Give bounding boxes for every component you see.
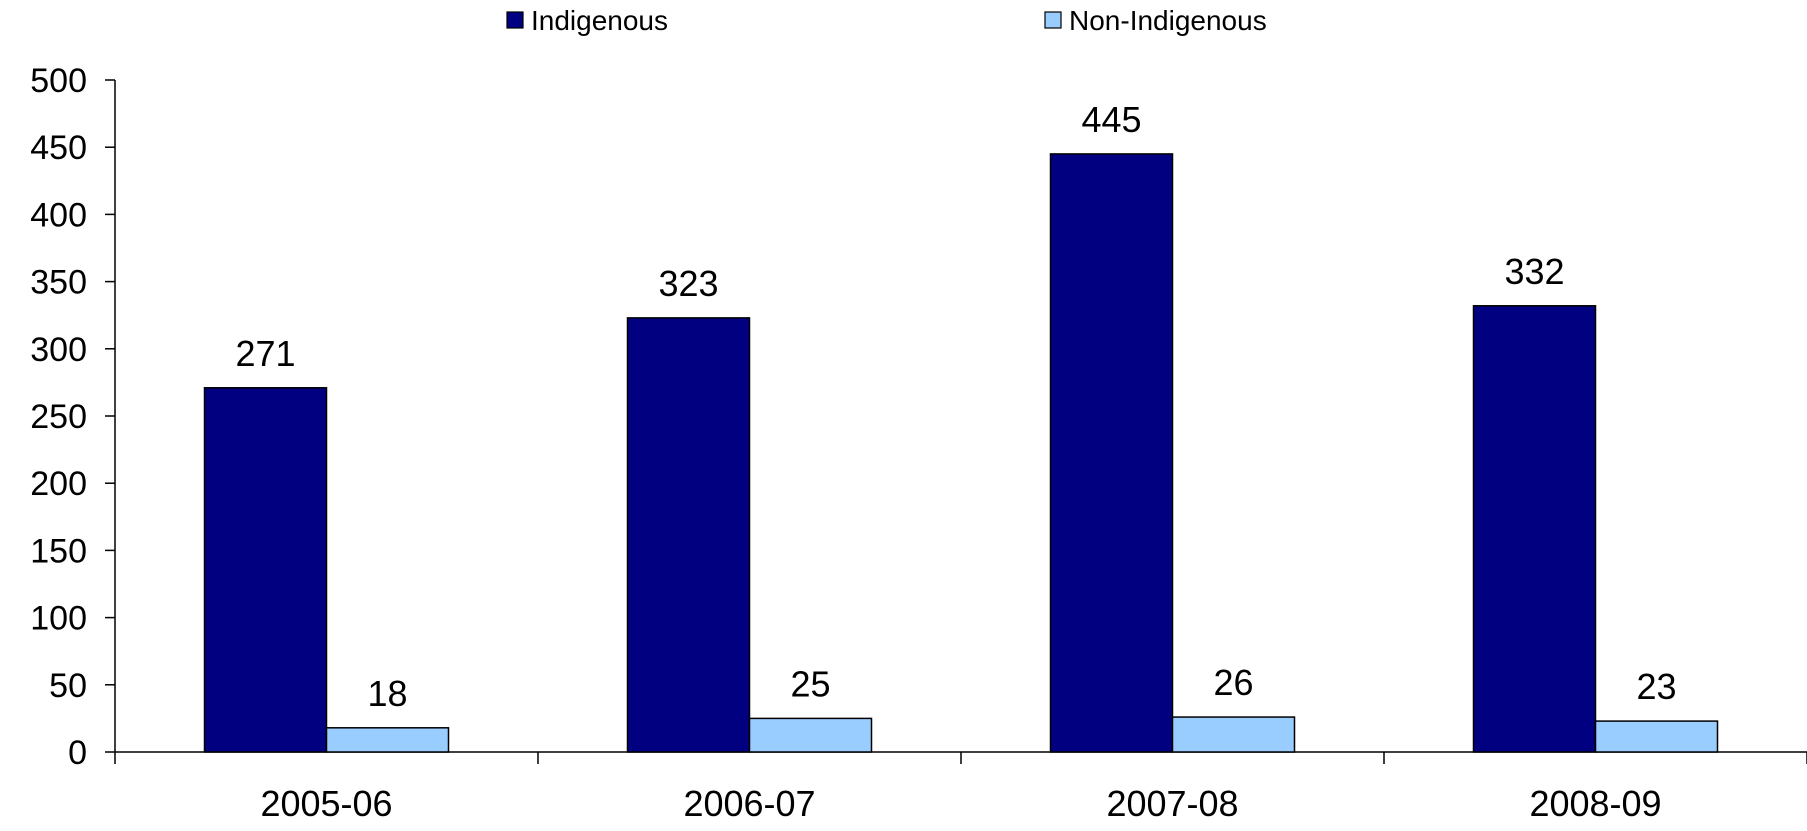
x-tick-label: 2007-08: [1106, 783, 1238, 824]
y-tick-label: 0: [68, 734, 87, 772]
legend-swatch: [506, 11, 524, 29]
y-tick-label: 350: [30, 264, 87, 302]
bar: [1472, 305, 1597, 753]
x-tick-label: 2008-09: [1529, 783, 1661, 824]
bar: [203, 387, 328, 753]
y-tick-label: 300: [30, 331, 87, 369]
y-tick-label: 150: [30, 532, 87, 570]
bar: [325, 727, 450, 753]
y-tick-label: 50: [49, 667, 87, 705]
bar: [626, 317, 751, 753]
legend-swatch: [1044, 11, 1062, 29]
y-tick-label: 200: [30, 465, 87, 503]
x-axis: 2005-06 2006-07 2007-08 2008-09: [114, 751, 1807, 824]
bar: [1171, 716, 1296, 753]
bars: [203, 153, 1719, 753]
data-labels: 271 18 323 25 445 26 332 23: [235, 99, 1676, 714]
bar: [748, 717, 873, 753]
y-tick-label: 500: [30, 62, 87, 100]
bar: [1594, 720, 1719, 753]
legend-label: Non-Indigenous: [1069, 5, 1267, 36]
y-axis: 0 50 100 150 200 250 300 350 400 450 500: [30, 62, 116, 772]
bar: [1049, 153, 1174, 753]
y-tick-label: 250: [30, 398, 87, 436]
legend: Indigenous Non-Indigenous: [506, 5, 1267, 36]
data-label: 18: [367, 673, 407, 714]
x-tick-label: 2006-07: [683, 783, 815, 824]
y-tick-label: 400: [30, 196, 87, 234]
data-label: 323: [658, 263, 718, 304]
y-tick-label: 450: [30, 129, 87, 167]
data-label: 26: [1213, 662, 1253, 703]
data-label: 25: [790, 663, 830, 704]
data-label: 271: [235, 333, 295, 374]
data-label: 23: [1636, 666, 1676, 707]
x-tick-label: 2005-06: [260, 783, 392, 824]
data-label: 332: [1504, 251, 1564, 292]
data-label: 445: [1081, 99, 1141, 140]
legend-label: Indigenous: [531, 5, 668, 36]
y-tick-label: 100: [30, 600, 87, 638]
